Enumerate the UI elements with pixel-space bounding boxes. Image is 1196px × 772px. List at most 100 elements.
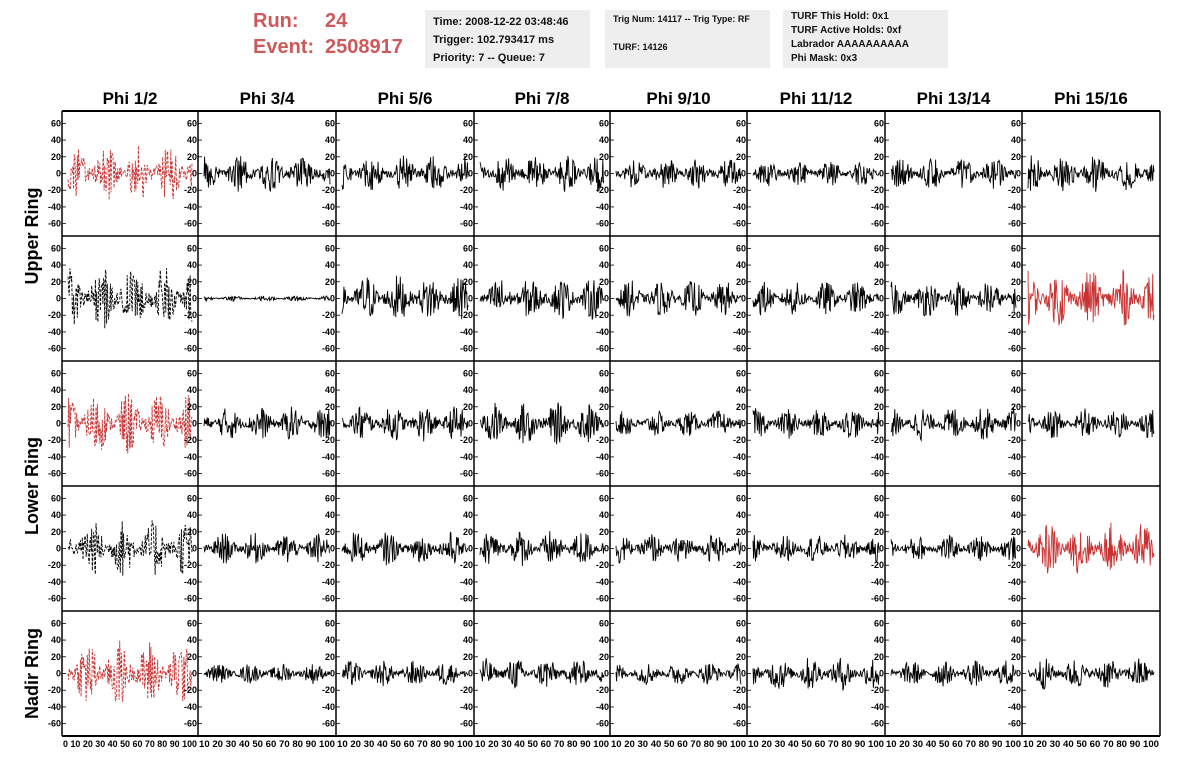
column-header: Phi 3/4 bbox=[240, 89, 295, 108]
y-tick-label: 40 bbox=[874, 385, 884, 395]
y-tick-label: 40 bbox=[463, 260, 473, 270]
y-tick-label: -40 bbox=[1008, 577, 1021, 587]
y-tick-label: 60 bbox=[1011, 368, 1021, 378]
y-tick-label: 20 bbox=[599, 402, 609, 412]
y-tick-label: 0 bbox=[192, 294, 197, 304]
y-tick-label: -20 bbox=[1008, 185, 1021, 195]
waveform-trace bbox=[752, 281, 880, 316]
y-tick-label: 0 bbox=[56, 169, 61, 179]
y-tick-label: 40 bbox=[51, 385, 61, 395]
y-tick-label: -20 bbox=[184, 685, 197, 695]
y-tick-label: -20 bbox=[733, 560, 746, 570]
waveform-trace bbox=[479, 658, 605, 689]
y-tick-label: 0 bbox=[192, 419, 197, 429]
y-tick-label: 0 bbox=[1016, 419, 1021, 429]
y-tick-label: -20 bbox=[322, 310, 335, 320]
y-tick-label: 60 bbox=[51, 618, 61, 628]
y-tick-label: 60 bbox=[736, 243, 746, 253]
y-tick-label: 0 bbox=[468, 169, 473, 179]
y-tick-label: -40 bbox=[184, 327, 197, 337]
y-tick-label: 0 bbox=[741, 169, 746, 179]
y-tick-label: -60 bbox=[48, 344, 61, 354]
y-tick-label: -40 bbox=[460, 577, 473, 587]
y-tick-label: -40 bbox=[1008, 202, 1021, 212]
y-tick-label: 40 bbox=[1011, 635, 1021, 645]
y-tick-label: -20 bbox=[871, 685, 884, 695]
y-tick-label: 0 bbox=[330, 294, 335, 304]
y-tick-label: 40 bbox=[325, 385, 335, 395]
y-tick-label: 60 bbox=[187, 618, 197, 628]
y-tick-label: -60 bbox=[184, 719, 197, 729]
waveform-trace bbox=[203, 663, 331, 684]
y-tick-label: -40 bbox=[1008, 327, 1021, 337]
y-tick-label: 60 bbox=[187, 368, 197, 378]
y-tick-label: 40 bbox=[874, 260, 884, 270]
y-tick-label: -60 bbox=[184, 469, 197, 479]
y-tick-label: -60 bbox=[871, 344, 884, 354]
waveform-trace bbox=[1027, 269, 1155, 326]
waveform-trace bbox=[67, 145, 193, 201]
waveform-trace bbox=[615, 534, 742, 564]
y-tick-label: -40 bbox=[184, 452, 197, 462]
y-tick-label: -40 bbox=[184, 702, 197, 712]
y-tick-label: -20 bbox=[1008, 560, 1021, 570]
column-header: Phi 5/6 bbox=[378, 89, 433, 108]
y-tick-label: -40 bbox=[48, 577, 61, 587]
y-tick-label: -40 bbox=[48, 202, 61, 212]
y-tick-label: 60 bbox=[325, 243, 335, 253]
waveform-trace bbox=[479, 531, 605, 567]
run-value: 24 bbox=[325, 10, 348, 32]
waveform-trace bbox=[203, 532, 331, 564]
y-tick-label: 60 bbox=[874, 618, 884, 628]
y-tick-label: -40 bbox=[733, 327, 746, 337]
y-tick-label: 0 bbox=[879, 669, 884, 679]
y-tick-label: -40 bbox=[596, 702, 609, 712]
y-tick-label: 60 bbox=[1011, 493, 1021, 503]
y-tick-label: -40 bbox=[322, 327, 335, 337]
y-tick-label: 0 bbox=[879, 544, 884, 554]
x-tick-label: 0 10 20 30 40 50 60 70 80 90 100 bbox=[63, 739, 197, 749]
y-tick-label: -60 bbox=[871, 219, 884, 229]
column-header: Phi 9/10 bbox=[646, 89, 710, 108]
y-tick-label: -20 bbox=[184, 435, 197, 445]
y-tick-label: -40 bbox=[596, 577, 609, 587]
y-tick-label: -40 bbox=[322, 577, 335, 587]
y-tick-label: 20 bbox=[874, 277, 884, 287]
y-tick-label: -60 bbox=[733, 719, 746, 729]
y-tick-label: 40 bbox=[599, 510, 609, 520]
y-tick-label: 60 bbox=[463, 618, 473, 628]
y-tick-label: -20 bbox=[596, 185, 609, 195]
y-tick-label: 20 bbox=[51, 527, 61, 537]
y-tick-label: -20 bbox=[1008, 310, 1021, 320]
labrador-line: Labrador AAAAAAAAAA bbox=[791, 39, 909, 50]
y-tick-label: 40 bbox=[187, 260, 197, 270]
y-tick-label: 60 bbox=[51, 493, 61, 503]
y-tick-label: 60 bbox=[874, 118, 884, 128]
y-tick-label: -60 bbox=[1008, 219, 1021, 229]
y-tick-label: -60 bbox=[48, 469, 61, 479]
y-tick-label: -60 bbox=[1008, 719, 1021, 729]
y-tick-label: -20 bbox=[184, 185, 197, 195]
y-tick-label: -60 bbox=[733, 594, 746, 604]
y-tick-label: -60 bbox=[733, 469, 746, 479]
y-tick-label: 60 bbox=[599, 618, 609, 628]
y-tick-label: -40 bbox=[460, 702, 473, 712]
y-tick-label: 40 bbox=[463, 135, 473, 145]
y-tick-label: 0 bbox=[468, 669, 473, 679]
y-tick-label: -40 bbox=[871, 702, 884, 712]
y-tick-label: -40 bbox=[733, 202, 746, 212]
y-tick-label: -20 bbox=[596, 685, 609, 695]
y-tick-label: -60 bbox=[1008, 594, 1021, 604]
event-label: Event: bbox=[253, 36, 315, 58]
y-tick-label: -60 bbox=[184, 344, 197, 354]
y-tick-label: 60 bbox=[736, 618, 746, 628]
y-tick-label: 40 bbox=[51, 635, 61, 645]
y-tick-label: -60 bbox=[322, 344, 335, 354]
y-tick-label: -20 bbox=[733, 435, 746, 445]
y-tick-label: -40 bbox=[460, 327, 473, 337]
y-tick-label: -20 bbox=[322, 435, 335, 445]
y-tick-label: -20 bbox=[871, 435, 884, 445]
y-tick-label: -60 bbox=[596, 344, 609, 354]
y-tick-label: 0 bbox=[330, 419, 335, 429]
y-tick-label: 20 bbox=[1011, 527, 1021, 537]
